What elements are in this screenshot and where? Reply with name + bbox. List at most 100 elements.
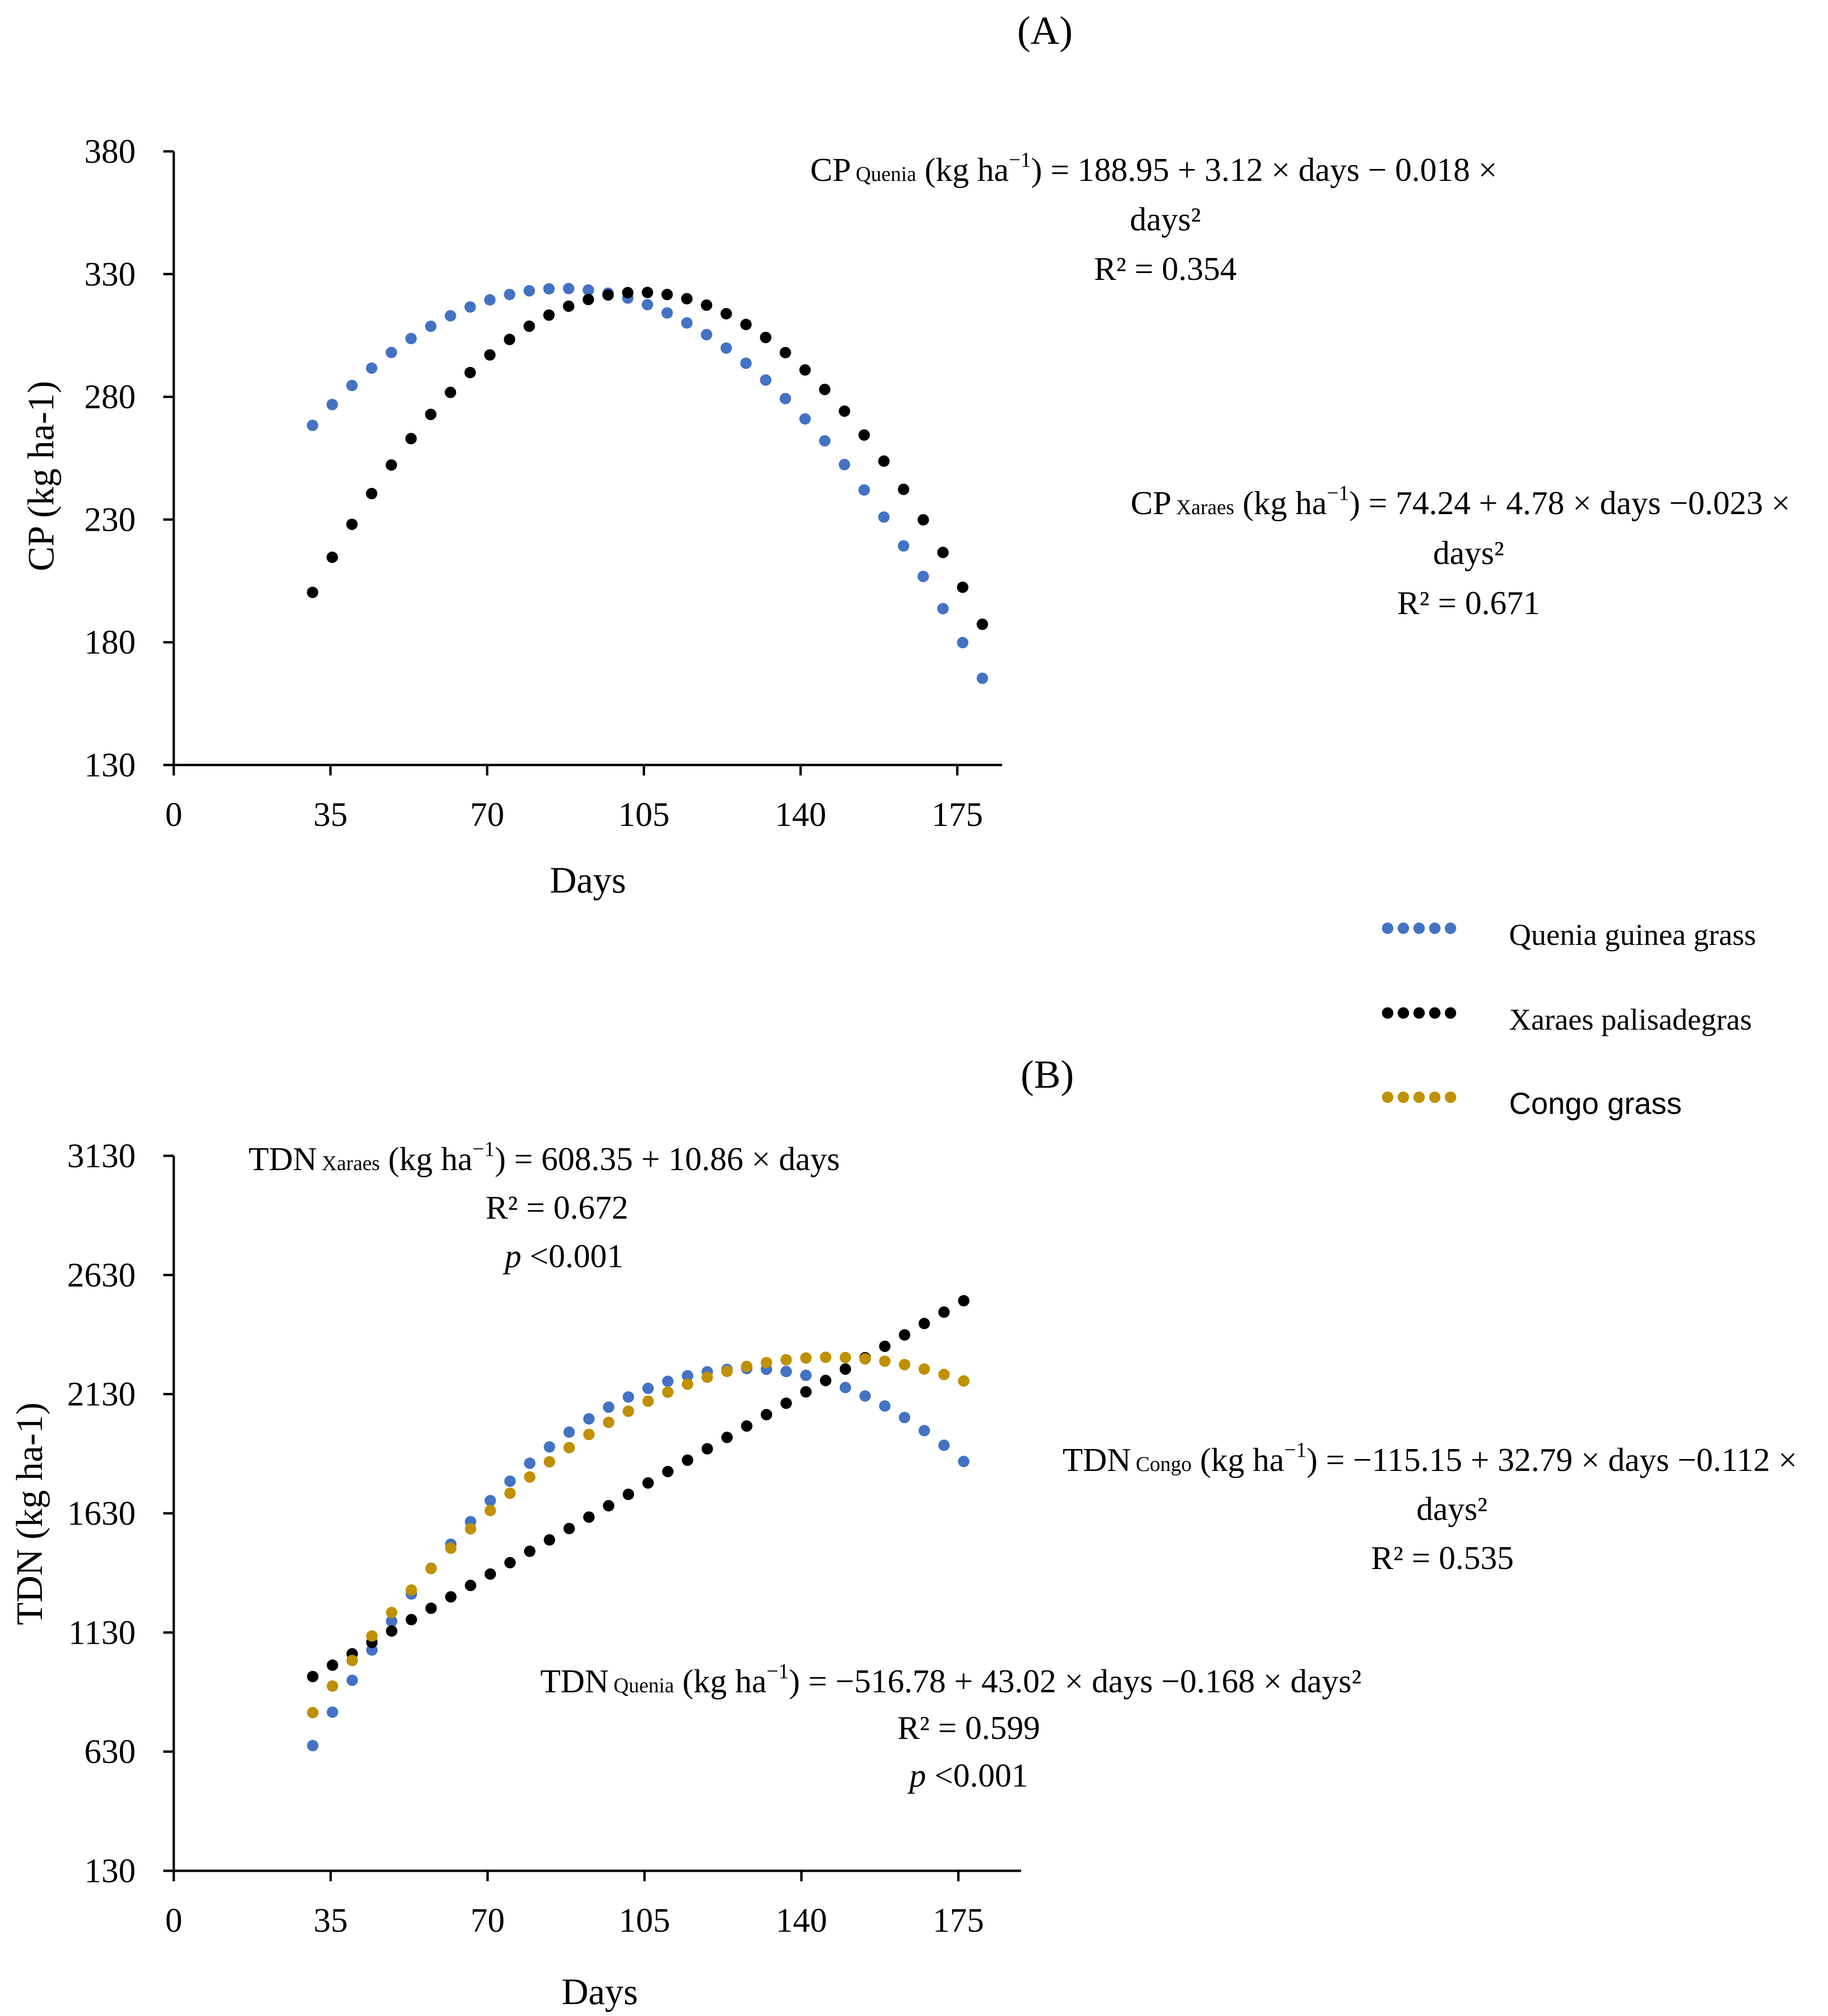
chart-a-point-quenia xyxy=(976,672,988,684)
chart-a-point-quenia xyxy=(740,357,752,369)
chart-b-y-tick-label: 1630 xyxy=(67,1494,136,1532)
chart-b-y-tick-label: 3130 xyxy=(67,1137,136,1175)
chart-b-point-xaraes xyxy=(327,1659,338,1671)
chart-b-point-xaraes xyxy=(958,1295,970,1307)
chart-b-point-congo xyxy=(544,1456,556,1468)
chart-a-point-quenia xyxy=(957,636,969,648)
chart-a-y-tick-label: 380 xyxy=(84,132,136,170)
legend-marker-dot xyxy=(1382,923,1393,934)
chart-a-point-quenia xyxy=(346,379,358,391)
chart-b-annotation-xaraes-line2: R² = 0.672 xyxy=(486,1190,628,1226)
chart-a-axes xyxy=(172,151,1002,766)
chart-a-point-xaraes xyxy=(661,288,673,300)
chart-a-point-xaraes xyxy=(405,433,417,445)
chart-a-y-axis-label: CP (kg ha-1) xyxy=(20,381,61,571)
chart-b-point-quenia xyxy=(879,1400,891,1412)
chart-a-point-xaraes xyxy=(582,294,594,306)
chart-a-x-tick-label: 105 xyxy=(618,795,670,834)
chart-a-point-quenia xyxy=(307,419,318,431)
chart-a-x-tick-label: 70 xyxy=(470,795,504,834)
chart-b-series-xaraes xyxy=(307,1295,970,1682)
chart-b-point-xaraes xyxy=(761,1409,773,1420)
chart-a-point-xaraes xyxy=(720,308,732,320)
chart-a-point-quenia xyxy=(425,320,437,332)
chart-b-y-tick-label: 630 xyxy=(84,1733,136,1771)
chart-a-point-quenia xyxy=(642,298,654,310)
chart-b-x-tick-label: 175 xyxy=(933,1901,984,1939)
chart-a-annotation-xaraes-line3: R² = 0.671 xyxy=(1397,585,1540,622)
legend-marker-dot xyxy=(1398,1007,1409,1019)
chart-a-point-xaraes xyxy=(602,289,614,301)
chart-b-x-axis-label: Days xyxy=(562,1971,638,2012)
chart-a-point-xaraes xyxy=(937,546,949,558)
legend-marker-dot xyxy=(1413,923,1425,934)
chart-b-point-quenia xyxy=(918,1425,930,1437)
legend-marker-dot xyxy=(1382,1007,1393,1019)
legend-label-xaraes: Xaraes palisadegras xyxy=(1509,1003,1752,1036)
chart-b-x-tick-labels: 0 35 70 105 140 175 xyxy=(165,1871,984,1939)
chart-a-point-quenia xyxy=(917,570,929,582)
chart-b-point-congo xyxy=(465,1523,477,1535)
chart-a-point-quenia xyxy=(937,603,949,615)
chart-a-point-quenia xyxy=(464,301,476,313)
chart-b-point-xaraes xyxy=(465,1579,477,1591)
chart-a-point-xaraes xyxy=(326,551,338,563)
chart-b-y-tick-labels: 130 630 1130 1630 2130 2630 3130 xyxy=(67,1137,174,1890)
chart-b-point-congo xyxy=(899,1359,911,1370)
chart-b-point-quenia xyxy=(800,1370,812,1381)
chart-a-point-quenia xyxy=(819,435,831,447)
chart-a-x-tick-label: 140 xyxy=(775,795,826,834)
chart-b-point-congo xyxy=(425,1563,437,1575)
chart-b-point-congo xyxy=(346,1655,358,1667)
legend-marker-dot xyxy=(1429,1092,1441,1103)
chart-b-point-xaraes xyxy=(800,1386,812,1398)
chart-b-point-congo xyxy=(682,1378,694,1390)
legend-marker-dot xyxy=(1429,1007,1441,1019)
chart-b-point-quenia xyxy=(484,1495,496,1507)
chart-b-point-quenia xyxy=(327,1706,338,1718)
chart-a-point-xaraes xyxy=(898,484,910,496)
chart-b-point-xaraes xyxy=(583,1511,595,1523)
chart-a-x-tick-label: 0 xyxy=(165,795,182,834)
chart-b-point-quenia xyxy=(583,1413,595,1425)
chart-b-point-xaraes xyxy=(563,1522,575,1534)
chart-a-point-xaraes xyxy=(484,349,496,361)
chart-b-point-xaraes xyxy=(780,1397,792,1409)
chart-b-series-congo xyxy=(307,1351,970,1718)
chart-b-annotation-quenia-line1: TDN Quenia (kg ha−1) = −516.78 + 43.02 × … xyxy=(540,1659,1361,1700)
chart-b-point-xaraes xyxy=(682,1454,694,1466)
chart-a-point-xaraes xyxy=(386,459,397,471)
chart-a-point-xaraes xyxy=(523,320,535,332)
chart-b-x-tick-label: 140 xyxy=(776,1901,827,1939)
chart-a-x-tick-labels: 0 35 70 105 140 175 xyxy=(165,765,983,834)
chart-a-x-axis-label: Days xyxy=(550,859,626,901)
chart-a-point-xaraes xyxy=(799,364,811,376)
chart-b-point-xaraes xyxy=(603,1500,615,1512)
chart-a-point-quenia xyxy=(405,333,417,345)
chart-b-point-congo xyxy=(879,1355,891,1367)
chart-a-annotation-quenia: CP Quenia (kg ha−1) = 188.95 + 3.12 × day… xyxy=(810,148,1497,288)
chart-b-annotation-quenia-line3: p <0.001 xyxy=(907,1758,1028,1794)
chart-b-y-tick-label: 2130 xyxy=(67,1375,136,1413)
legend-marker-dot xyxy=(1445,1092,1456,1103)
chart-b-point-xaraes xyxy=(386,1625,397,1637)
chart-a-point-xaraes xyxy=(642,287,654,298)
chart-a-point-quenia xyxy=(563,283,575,295)
chart-b-point-congo xyxy=(622,1405,634,1417)
chart-b-point-xaraes xyxy=(899,1329,911,1341)
chart-a-point-quenia xyxy=(898,540,910,552)
chart-a-point-xaraes xyxy=(543,309,555,321)
chart-b-point-quenia xyxy=(563,1426,575,1438)
chart-b-point-congo xyxy=(445,1542,457,1554)
legend-marker-quenia xyxy=(1382,923,1456,934)
chart-a-point-xaraes xyxy=(504,334,516,346)
chart-b-point-xaraes xyxy=(544,1534,556,1546)
chart-a-point-quenia xyxy=(543,283,555,295)
legend-item-congo: Congo grass xyxy=(1382,1086,1682,1121)
chart-b-point-xaraes xyxy=(701,1443,713,1455)
chart-b-point-congo xyxy=(603,1416,615,1428)
chart-b-y-tick-label: 1130 xyxy=(69,1613,136,1651)
chart-a-point-xaraes xyxy=(878,455,890,467)
chart-a-x-tick-label: 175 xyxy=(932,795,983,834)
chart-b-point-xaraes xyxy=(938,1306,950,1318)
